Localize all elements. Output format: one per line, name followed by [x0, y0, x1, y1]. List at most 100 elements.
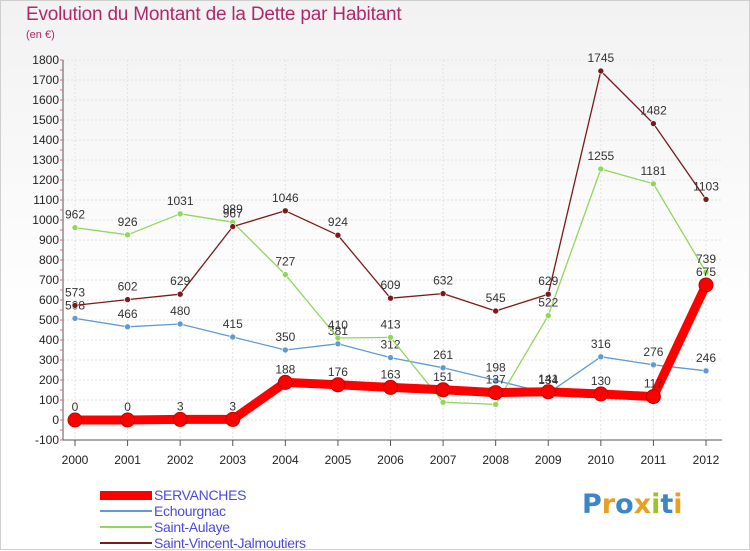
data-label-saint-aulaye: 1255: [587, 149, 614, 163]
legend-item: Saint-Vincent-Jalmoutiers: [100, 535, 380, 551]
data-label-saint-vincent-jalmoutiers: 967: [223, 207, 243, 221]
x-tick-label: 2011: [641, 453, 667, 467]
data-point-servanches: [488, 385, 504, 401]
data-label-saint-vincent-jalmoutiers: 632: [433, 274, 453, 288]
data-point-servanches: [225, 411, 241, 427]
data-point-servanches: [67, 412, 83, 428]
data-label-echourgnac: 316: [591, 337, 611, 351]
data-label-saint-aulaye: 926: [118, 215, 138, 229]
legend-item: Echourgnac: [100, 503, 380, 519]
x-tick-label: 2004: [272, 453, 299, 467]
logo-letter: x: [633, 489, 652, 520]
data-label-servanches: 130: [591, 374, 611, 388]
y-tick-label: 600: [39, 293, 59, 307]
data-label-saint-aulaye: 1181: [641, 164, 667, 178]
data-point-saint-vincent-jalmoutiers: [387, 294, 394, 302]
data-point-servanches: [645, 389, 661, 405]
legend-label: Saint-Vincent-Jalmoutiers: [154, 535, 306, 551]
data-label-saint-aulaye: 962: [65, 208, 85, 222]
data-point-saint-vincent-jalmoutiers: [439, 290, 447, 297]
legend-label: Echourgnac: [154, 503, 226, 519]
data-label-saint-vincent-jalmoutiers: 609: [380, 278, 400, 292]
data-label-servanches: 117: [644, 377, 663, 391]
data-label-saint-vincent-jalmoutiers: 924: [328, 215, 348, 229]
y-tick-label: 1300: [32, 153, 59, 167]
data-label-servanches: 176: [328, 365, 348, 379]
data-label-echourgnac: 198: [486, 360, 506, 374]
data-point-saint-aulaye: [650, 180, 657, 188]
data-label-servanches: 137: [486, 373, 506, 387]
y-tick-label: 0: [52, 413, 59, 427]
legend-swatch: [100, 542, 152, 544]
data-label-servanches: 141: [538, 372, 558, 386]
data-label-servanches: 3: [177, 399, 184, 413]
chart-subtitle: (en €): [26, 29, 55, 41]
data-point-saint-aulaye: [282, 271, 289, 278]
x-tick-label: 2000: [62, 453, 89, 467]
y-tick-label: 1600: [32, 93, 59, 107]
x-tick-label: 2003: [219, 453, 246, 467]
y-tick-label: 1500: [32, 113, 59, 127]
data-point-echourgnac: [71, 315, 79, 322]
data-label-servanches: 163: [380, 367, 400, 381]
x-tick-label: 2006: [377, 453, 404, 467]
data-label-servanches: 0: [72, 400, 79, 414]
logo-letter: i: [651, 489, 661, 520]
data-point-saint-aulaye: [176, 210, 184, 218]
data-point-saint-aulaye: [124, 231, 131, 239]
data-point-saint-aulaye: [334, 334, 342, 342]
data-label-saint-vincent-jalmoutiers: 602: [118, 280, 138, 294]
data-label-saint-vincent-jalmoutiers: 573: [65, 285, 85, 299]
y-tick-label: 500: [39, 313, 59, 327]
chart-legend: SERVANCHES Echourgnac Saint-Aulaye Saint-Vi…: [100, 487, 380, 551]
data-point-servanches: [120, 412, 136, 428]
legend-item: Saint-Aulaye: [100, 519, 380, 535]
x-tick-label: 2012: [693, 453, 720, 467]
y-tick-label: 400: [39, 333, 59, 347]
x-tick-label: 2007: [430, 453, 457, 467]
data-label-saint-vincent-jalmoutiers: 629: [170, 274, 190, 288]
y-tick-label: -100: [35, 433, 59, 447]
data-point-echourgnac: [334, 340, 342, 348]
data-label-echourgnac: 261: [433, 348, 453, 362]
data-label-echourgnac: 381: [328, 324, 348, 338]
data-point-echourgnac: [229, 333, 237, 341]
data-point-saint-vincent-jalmoutiers: [650, 120, 657, 127]
data-point-saint-aulaye: [387, 334, 394, 341]
y-tick-label: 100: [39, 393, 59, 407]
data-point-servanches: [172, 411, 188, 427]
y-tick-label: 1100: [33, 193, 59, 207]
y-tick-label: 700: [39, 273, 59, 287]
x-tick-label: 2005: [325, 453, 352, 467]
legend-item: SERVANCHES: [100, 487, 380, 503]
y-tick-label: 200: [39, 373, 59, 387]
data-label-echourgnac: 480: [170, 304, 190, 318]
x-tick-label: 2008: [482, 453, 509, 467]
data-label-echourgnac: 466: [118, 307, 138, 321]
y-tick-label: 1700: [32, 73, 59, 87]
data-label-saint-aulaye: 410: [328, 318, 348, 332]
data-point-saint-vincent-jalmoutiers: [597, 67, 605, 75]
data-point-servanches: [593, 386, 609, 402]
data-label-servanches: 188: [275, 362, 295, 376]
data-label-saint-vincent-jalmoutiers: 545: [486, 291, 506, 305]
y-tick-label: 1800: [32, 53, 59, 67]
legend-swatch: [100, 526, 152, 528]
data-point-saint-vincent-jalmoutiers: [334, 231, 342, 239]
data-point-echourgnac: [387, 354, 394, 361]
data-label-saint-aulaye: 989: [223, 202, 243, 216]
data-point-saint-vincent-jalmoutiers: [71, 302, 79, 309]
data-point-echourgnac: [124, 323, 131, 331]
logo-letter: t: [660, 489, 674, 520]
data-label-saint-aulaye: 522: [538, 296, 558, 310]
data-label-echourgnac: 350: [275, 330, 295, 344]
data-point-servanches: [330, 377, 346, 393]
data-label-saint-aulaye: 413: [380, 317, 400, 331]
data-point-saint-aulaye: [702, 268, 710, 276]
data-point-saint-vincent-jalmoutiers: [282, 207, 289, 215]
data-label-saint-aulaye: 1031: [167, 194, 194, 208]
data-label-echourgnac: 415: [223, 317, 243, 331]
legend-swatch: [100, 510, 152, 512]
data-label-echourgnac: 276: [643, 345, 663, 359]
